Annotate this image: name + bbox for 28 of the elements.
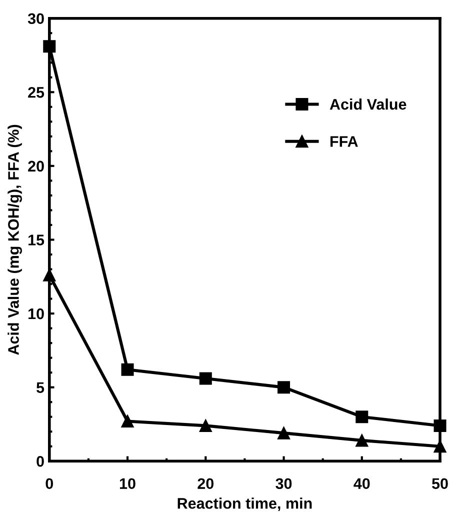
- y-tick-label: 20: [28, 160, 44, 172]
- point: [356, 410, 368, 424]
- y-tick-label: 5: [36, 382, 44, 394]
- point: [199, 372, 212, 385]
- x-tick-label: 50: [432, 478, 448, 490]
- x-axis-title: Reaction time, min: [178, 498, 312, 512]
- point: [278, 381, 290, 394]
- y-axis-title: Acid Value (mg KOH/g), FFA (%): [8, 124, 22, 355]
- point: [43, 40, 56, 53]
- point: [199, 419, 212, 432]
- point: [121, 415, 134, 428]
- point: [278, 426, 290, 440]
- point: [434, 440, 446, 453]
- y-tick-label: 30: [28, 13, 44, 24]
- x-tick-label: 0: [46, 478, 54, 490]
- x-tick-label: 10: [120, 478, 136, 490]
- y-tick-label: 10: [28, 308, 44, 320]
- y-tick-label: 15: [28, 234, 44, 246]
- x-tick-label: 20: [198, 478, 214, 490]
- x-tick-label: 30: [276, 478, 292, 490]
- legend-label: Acid Value: [330, 98, 406, 110]
- y-tick-label: 0: [36, 456, 44, 467]
- x-tick-label: 40: [354, 478, 370, 490]
- point: [356, 434, 368, 447]
- y-tick-label: 25: [28, 87, 44, 98]
- point: [121, 363, 134, 376]
- point: [434, 419, 446, 432]
- legend-label: FFA: [330, 136, 358, 147]
